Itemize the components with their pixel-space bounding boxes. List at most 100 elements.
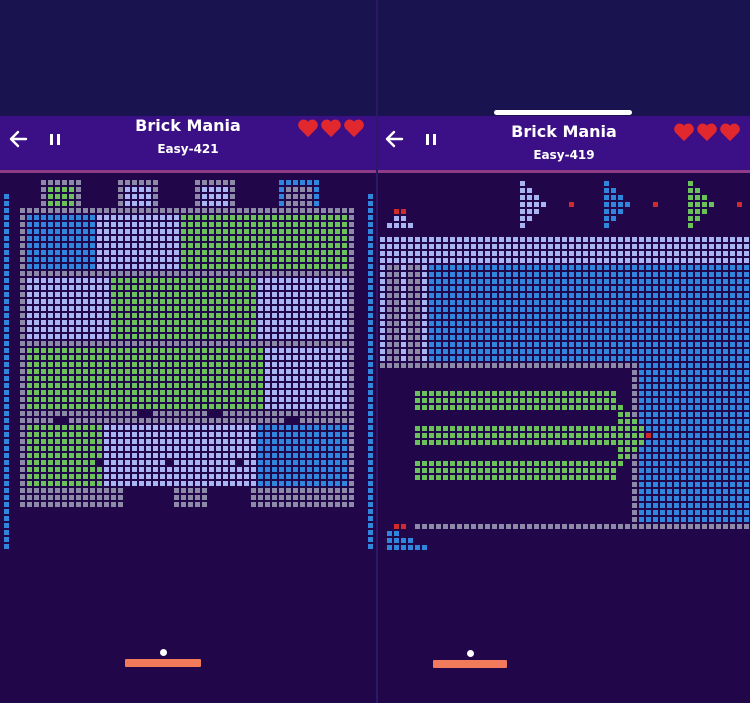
brick bbox=[146, 320, 151, 325]
brick bbox=[730, 314, 735, 319]
brick bbox=[695, 209, 700, 214]
brick bbox=[569, 279, 574, 284]
brick bbox=[34, 376, 39, 381]
brick bbox=[209, 418, 214, 423]
brick bbox=[181, 460, 186, 465]
brick bbox=[48, 460, 53, 465]
brick bbox=[618, 461, 623, 466]
brick bbox=[618, 363, 623, 368]
brick bbox=[167, 341, 172, 346]
brick bbox=[27, 376, 32, 381]
brick bbox=[723, 293, 728, 298]
brick bbox=[569, 300, 574, 305]
brick bbox=[76, 180, 81, 185]
brick bbox=[674, 244, 679, 249]
brick bbox=[408, 314, 413, 319]
brick bbox=[321, 208, 326, 213]
pause-button[interactable] bbox=[42, 126, 68, 152]
brick bbox=[244, 425, 249, 430]
brick bbox=[335, 250, 340, 255]
brick bbox=[695, 384, 700, 389]
paddle[interactable] bbox=[433, 660, 507, 668]
brick bbox=[457, 349, 462, 354]
brick bbox=[167, 264, 172, 269]
brick bbox=[104, 285, 109, 290]
brick bbox=[709, 489, 714, 494]
brick bbox=[618, 440, 623, 445]
brick bbox=[118, 208, 123, 213]
brick bbox=[541, 286, 546, 291]
brick bbox=[118, 369, 123, 374]
brick bbox=[20, 439, 25, 444]
brick bbox=[478, 356, 483, 361]
side-rail-brick bbox=[4, 264, 9, 269]
brick bbox=[202, 362, 207, 367]
brick bbox=[702, 258, 707, 263]
brick bbox=[485, 426, 490, 431]
brick bbox=[569, 461, 574, 466]
brick bbox=[520, 293, 525, 298]
brick bbox=[660, 377, 665, 382]
brick bbox=[272, 250, 277, 255]
brick bbox=[181, 313, 186, 318]
brick bbox=[335, 320, 340, 325]
brick bbox=[709, 363, 714, 368]
brick bbox=[667, 440, 672, 445]
brick bbox=[146, 327, 151, 332]
home-indicator[interactable] bbox=[494, 110, 632, 115]
brick bbox=[541, 440, 546, 445]
brick bbox=[723, 496, 728, 501]
brick bbox=[76, 229, 81, 234]
brick bbox=[237, 306, 242, 311]
game-area[interactable] bbox=[378, 173, 750, 703]
paddle[interactable] bbox=[125, 659, 201, 667]
brick bbox=[429, 405, 434, 410]
brick bbox=[653, 314, 658, 319]
brick bbox=[342, 404, 347, 409]
brick bbox=[632, 363, 637, 368]
brick bbox=[499, 244, 504, 249]
brick bbox=[744, 454, 749, 459]
brick bbox=[181, 229, 186, 234]
pause-button[interactable] bbox=[418, 126, 444, 152]
brick bbox=[604, 300, 609, 305]
brick bbox=[146, 369, 151, 374]
brick bbox=[702, 440, 707, 445]
side-rail-brick bbox=[368, 390, 373, 395]
brick bbox=[209, 362, 214, 367]
back-button[interactable] bbox=[6, 126, 32, 152]
brick bbox=[716, 398, 721, 403]
brick bbox=[146, 439, 151, 444]
brick bbox=[681, 293, 686, 298]
brick bbox=[625, 356, 630, 361]
brick bbox=[286, 362, 291, 367]
brick bbox=[55, 446, 60, 451]
brick bbox=[321, 313, 326, 318]
brick bbox=[314, 453, 319, 458]
brick bbox=[667, 391, 672, 396]
brick bbox=[195, 243, 200, 248]
brick bbox=[429, 237, 434, 242]
brick bbox=[41, 222, 46, 227]
back-button[interactable] bbox=[382, 126, 408, 152]
brick bbox=[569, 265, 574, 270]
brick bbox=[69, 201, 74, 206]
brick bbox=[223, 348, 228, 353]
brick bbox=[244, 376, 249, 381]
brick bbox=[293, 439, 298, 444]
brick bbox=[632, 496, 637, 501]
brick bbox=[443, 307, 448, 312]
brick bbox=[646, 447, 651, 452]
brick bbox=[104, 467, 109, 472]
brick bbox=[272, 376, 277, 381]
brick bbox=[646, 489, 651, 494]
brick bbox=[132, 355, 137, 360]
brick bbox=[401, 272, 406, 277]
brick bbox=[674, 265, 679, 270]
brick bbox=[709, 293, 714, 298]
game-area[interactable] bbox=[0, 173, 376, 703]
brick bbox=[83, 222, 88, 227]
brick bbox=[125, 229, 130, 234]
brick bbox=[125, 327, 130, 332]
brick bbox=[499, 475, 504, 480]
